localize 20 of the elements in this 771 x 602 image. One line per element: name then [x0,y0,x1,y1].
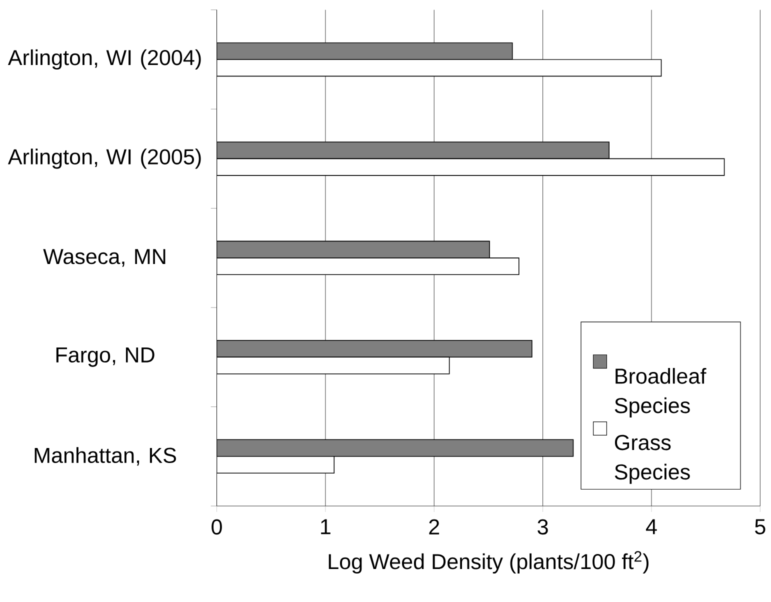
text: Grass Species [614,434,690,484]
x-tick-label: 2 [429,519,440,534]
bar [216,456,335,474]
x-axis-title: Log Weed Density (plants/100 ft$^{2}$) [328,550,648,574]
text: Broadleaf Species [614,368,706,418]
bar [216,439,574,457]
bar [216,340,532,358]
x-tick-label: 5 [755,519,766,534]
y-tick-label: Waseca, MN [43,248,166,266]
y-tick-label: Manhattan, KS [34,446,176,466]
bar [216,141,610,159]
bar [216,240,490,258]
bar [216,42,513,60]
y-tick-label: Arlington, WI (2004) [8,49,201,70]
x-tick-label: 3 [538,519,548,534]
x-tick-label: 1 [321,519,330,534]
y-tick-label: Arlington, WI (2005) [8,148,201,169]
x-tick-label: 0 [212,519,222,534]
x-tick-label: 4 [646,519,657,534]
y-tick-label: Fargo, ND [56,347,154,367]
